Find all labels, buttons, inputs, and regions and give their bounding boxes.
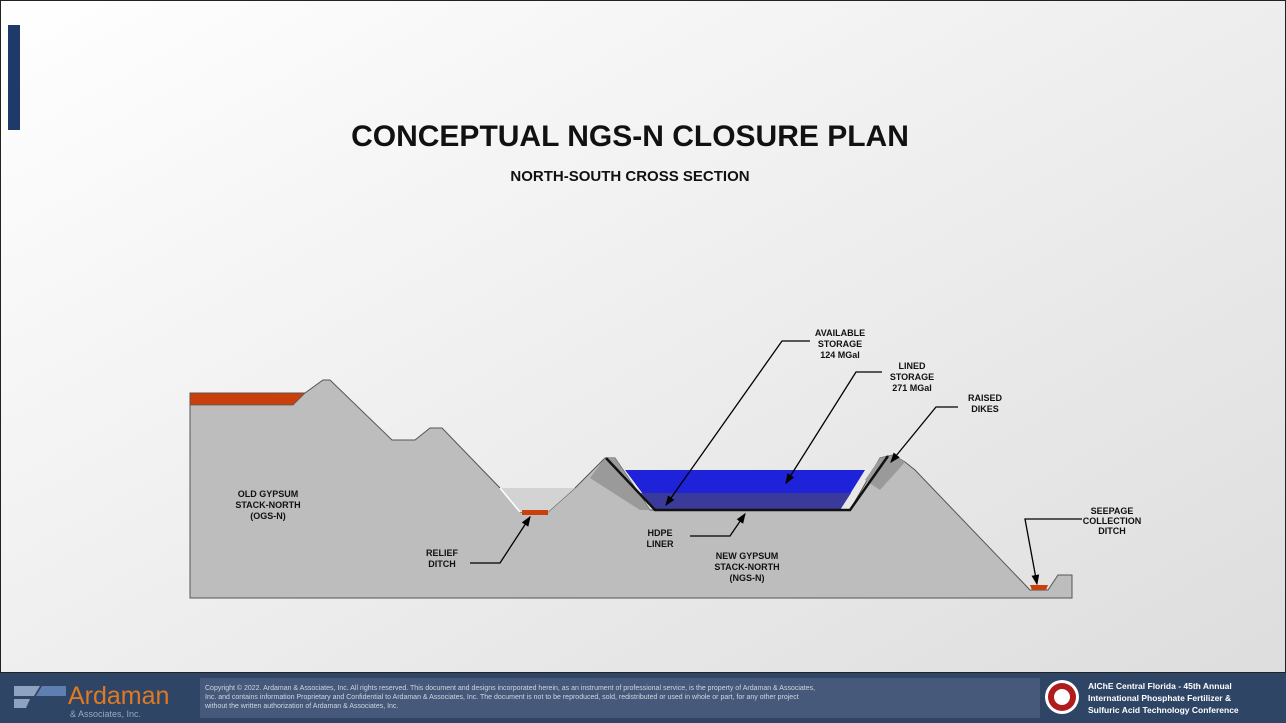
- label: (OGS-N): [250, 511, 286, 521]
- label: NEW GYPSUM: [716, 551, 779, 561]
- label: STORAGE: [890, 372, 934, 382]
- leader: [690, 512, 746, 537]
- relief-ditch: [522, 510, 548, 515]
- logo-sub: & Associates, Inc.: [70, 709, 141, 719]
- leader: [890, 406, 958, 464]
- copyright: Copyright © 2022. Ardaman & Associates, …: [205, 684, 815, 692]
- label: COLLECTION: [1083, 516, 1142, 526]
- label: LINED: [899, 361, 927, 371]
- label: (NGS-N): [730, 573, 765, 583]
- conference-text: International Phosphate Fertilizer &: [1088, 693, 1231, 703]
- label: DIKES: [971, 404, 999, 414]
- label: SEEPAGE: [1091, 506, 1134, 516]
- leader: [665, 340, 810, 507]
- label: DITCH: [1098, 526, 1126, 536]
- leader: [1024, 518, 1082, 586]
- subtitle: NORTH-SOUTH CROSS SECTION: [510, 168, 749, 185]
- logo-shape: [36, 686, 66, 696]
- label: OLD GYPSUM: [238, 489, 299, 499]
- label: STACK-NORTH: [714, 562, 779, 572]
- cap: [189, 392, 306, 406]
- dike-right: [865, 455, 905, 490]
- label: 124 MGal: [820, 350, 860, 360]
- label: RELIEF: [426, 548, 459, 558]
- leader: [785, 371, 882, 485]
- copyright-box: [200, 678, 1040, 718]
- label: LINER: [647, 539, 675, 549]
- logo-shape: [14, 686, 40, 696]
- label: 271 MGal: [892, 383, 932, 393]
- label: STACK-NORTH: [235, 500, 300, 510]
- label: DITCH: [428, 559, 456, 569]
- relief-area: [500, 488, 575, 512]
- logo-text: Ardaman: [68, 682, 169, 710]
- conference-logo: [1054, 689, 1070, 705]
- label: STORAGE: [818, 339, 862, 349]
- accent-bar: [8, 25, 20, 130]
- cross-section: [189, 379, 1073, 599]
- labels: AVAILABLE STORAGE 124 MGal LINED STORAGE…: [235, 328, 1142, 586]
- label: AVAILABLE: [815, 328, 865, 338]
- seepage-ditch: [1030, 585, 1048, 590]
- leader: [470, 515, 531, 564]
- conference-text: Sulfuric Acid Technology Conference: [1088, 705, 1239, 715]
- dike-left: [590, 458, 650, 510]
- conference-text: AIChE Central Florida - 45th Annual: [1088, 681, 1232, 691]
- copyright: without the written authorization of Ard…: [204, 703, 398, 710]
- hdpe-liner: [605, 455, 890, 512]
- label: RAISED: [968, 393, 1003, 403]
- lined-storage: [641, 493, 851, 510]
- relief-edge: [499, 487, 521, 513]
- title: CONCEPTUAL NGS-N CLOSURE PLAN: [351, 120, 909, 153]
- label: HDPE: [647, 528, 672, 538]
- footer: Ardaman & Associates, Inc. Copyright © 2…: [0, 673, 1286, 723]
- logo-shape: [14, 699, 30, 708]
- copyright: Inc. and contains information Proprietar…: [205, 694, 799, 701]
